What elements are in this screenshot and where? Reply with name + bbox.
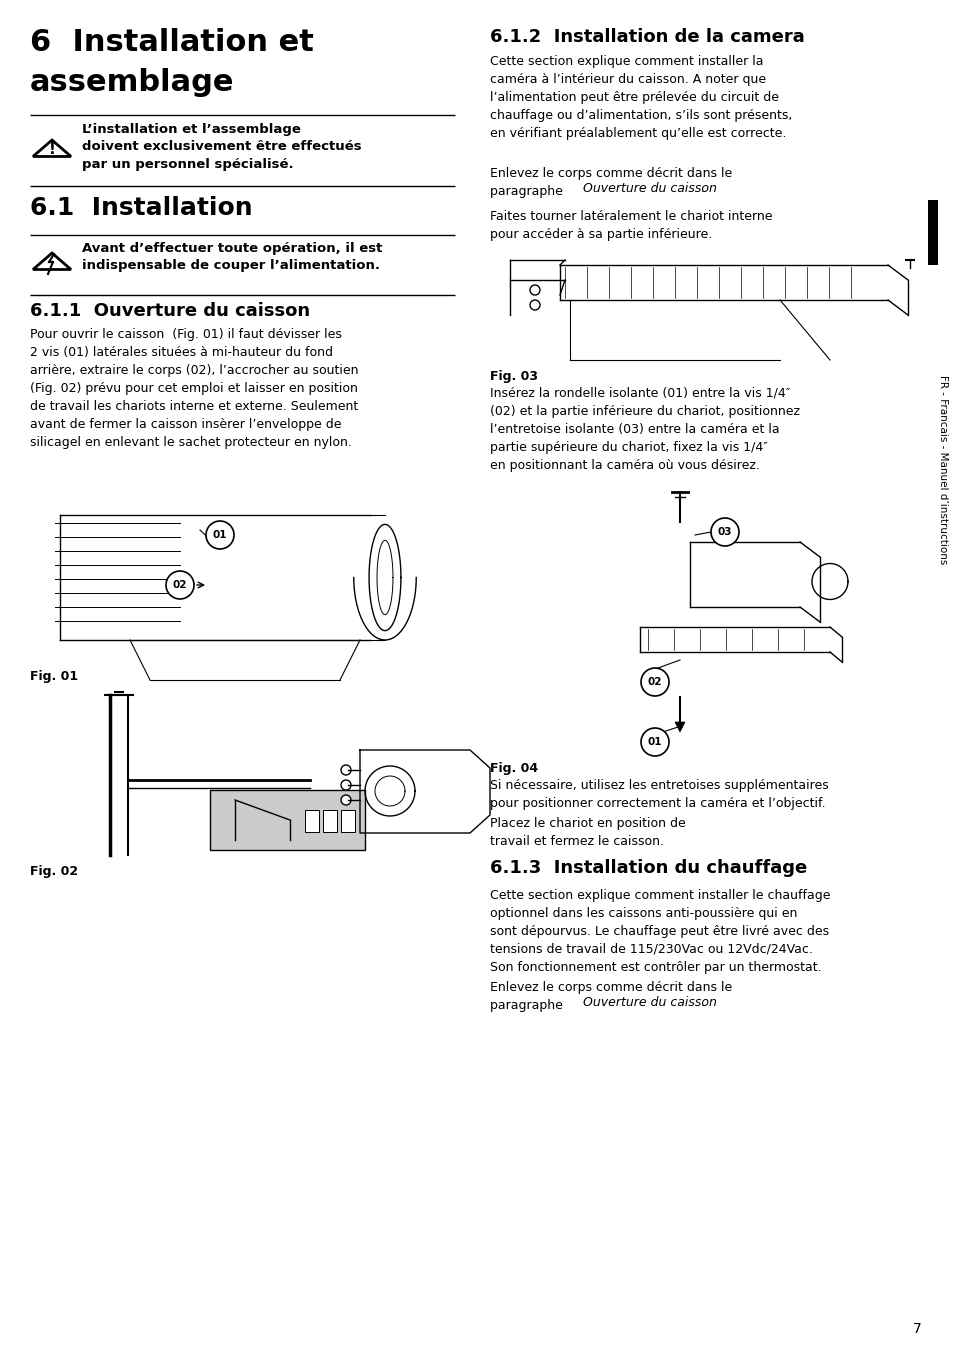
Text: assemblage: assemblage [30, 68, 234, 97]
Polygon shape [33, 139, 71, 157]
Text: Ouverture du caisson: Ouverture du caisson [582, 997, 716, 1009]
Text: Faites tourner latéralement le chariot interne
pour accéder à sa partie inférieu: Faites tourner latéralement le chariot i… [490, 210, 772, 241]
Text: .: . [700, 997, 704, 1009]
Circle shape [340, 795, 351, 806]
Text: FR - Francais - Manuel d’instructions: FR - Francais - Manuel d’instructions [937, 375, 947, 565]
Bar [305, 810, 318, 831]
Text: Avant d’effectuer toute opération, il est
indispensable de couper l’alimentation: Avant d’effectuer toute opération, il es… [82, 242, 382, 272]
Text: 02: 02 [172, 580, 187, 590]
Text: Si nécessaire, utilisez les entretoises supplémentaires
pour positionner correct: Si nécessaire, utilisez les entretoises … [490, 779, 828, 810]
Text: 6.1.1  Ouverture du caisson: 6.1.1 Ouverture du caisson [30, 302, 310, 320]
Text: Enlevez le corps comme décrit dans le
paragraphe: Enlevez le corps comme décrit dans le pa… [490, 167, 732, 198]
Circle shape [166, 571, 193, 598]
Text: Insérez la rondelle isolante (01) entre la vis 1/4″
(02) et la partie inférieure: Insérez la rondelle isolante (01) entre … [490, 387, 800, 473]
Text: Fig. 01: Fig. 01 [30, 670, 78, 682]
Polygon shape [675, 722, 684, 733]
Text: .: . [700, 181, 704, 195]
Text: !: ! [49, 142, 55, 157]
Text: Pour ouvrir le caisson  (Fig. 01) il faut dévisser les
2 vis (01) latérales situ: Pour ouvrir le caisson (Fig. 01) il faut… [30, 328, 358, 450]
Text: Cette section explique comment installer le chauffage
optionnel dans les caisson: Cette section explique comment installer… [490, 890, 830, 974]
Text: 7: 7 [912, 1322, 921, 1336]
Bar [340, 810, 355, 831]
Text: Placez le chariot en position de
travail et fermez le caisson.: Placez le chariot en position de travail… [490, 816, 685, 848]
Text: 02: 02 [647, 677, 661, 686]
Text: 6.1  Installation: 6.1 Installation [30, 196, 253, 219]
Text: 6  Installation et: 6 Installation et [30, 28, 314, 57]
Text: L’installation et l’assemblage
doivent exclusivement être effectués
par un perso: L’installation et l’assemblage doivent e… [82, 123, 361, 171]
Circle shape [640, 668, 668, 696]
Text: 6.1.2  Installation de la camera: 6.1.2 Installation de la camera [490, 28, 804, 46]
Polygon shape [33, 253, 71, 269]
Circle shape [340, 765, 351, 774]
Text: 01: 01 [647, 737, 661, 747]
Text: 03: 03 [717, 527, 732, 538]
Bar [323, 810, 336, 831]
Circle shape [640, 728, 668, 756]
Circle shape [340, 780, 351, 789]
Bar [210, 789, 365, 850]
Text: Ouverture du caisson: Ouverture du caisson [582, 181, 716, 195]
Text: Fig. 04: Fig. 04 [490, 762, 537, 774]
Text: Fig. 03: Fig. 03 [490, 370, 537, 383]
Circle shape [206, 521, 233, 548]
Text: Enlevez le corps comme décrit dans le
paragraphe: Enlevez le corps comme décrit dans le pa… [490, 982, 732, 1011]
Text: Cette section explique comment installer la
caméra à l’intérieur du caisson. A n: Cette section explique comment installer… [490, 56, 792, 139]
Text: Fig. 02: Fig. 02 [30, 865, 78, 877]
Bar [927, 200, 937, 265]
Circle shape [710, 519, 739, 546]
Text: 01: 01 [213, 529, 227, 540]
Text: 6.1.3  Installation du chauffage: 6.1.3 Installation du chauffage [490, 858, 806, 877]
